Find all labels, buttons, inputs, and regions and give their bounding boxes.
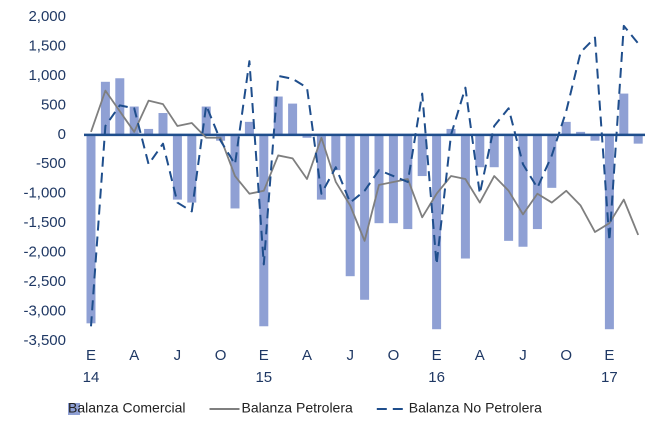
- legend-label: Balanza Comercial: [68, 400, 186, 416]
- y-tick-label: -1,500: [23, 214, 66, 231]
- bar: [100, 81, 110, 135]
- y-tick-label: -500: [36, 155, 66, 172]
- x-tick-label: O: [560, 347, 572, 364]
- y-tick-label: 1,500: [28, 37, 66, 54]
- y-tick-label: 0: [58, 126, 66, 143]
- bar: [590, 134, 600, 141]
- x-tick-label: J: [174, 347, 182, 364]
- bar: [633, 134, 643, 144]
- bar: [576, 131, 586, 135]
- y-tick-label: 2,000: [28, 8, 66, 25]
- legend-label: Balanza Petrolera: [242, 400, 354, 416]
- bar: [388, 134, 398, 224]
- x-tick-label: E: [259, 347, 269, 364]
- bar: [547, 134, 557, 188]
- bar: [259, 134, 269, 327]
- bar: [86, 134, 96, 324]
- bar: [144, 128, 154, 135]
- bar: [489, 134, 499, 168]
- bar: [432, 134, 442, 330]
- bar: [273, 96, 283, 135]
- y-tick-label: -2,500: [23, 273, 66, 290]
- legend-label: Balanza No Petrolera: [409, 400, 542, 416]
- y-tick-label: 1,000: [28, 67, 66, 84]
- bar: [187, 134, 197, 203]
- legend: Balanza Comercial Balanza Petrolera Balanz…: [68, 400, 542, 416]
- y-tick-label: -1,000: [23, 185, 66, 202]
- y-tick-label: -2,000: [23, 244, 66, 261]
- bar: [518, 134, 528, 247]
- x-tick-label: J: [346, 347, 354, 364]
- bar: [360, 134, 370, 300]
- x-tick-label: E: [432, 347, 442, 364]
- bar: [302, 134, 312, 138]
- bar: [129, 106, 139, 135]
- line-series: [90, 89, 640, 242]
- y-tick-label: 500: [41, 96, 66, 113]
- bar: [460, 134, 470, 259]
- bar: [244, 121, 254, 135]
- bar: [230, 134, 240, 209]
- x-year-label: 15: [255, 369, 272, 386]
- bar: [316, 134, 326, 200]
- bar: [475, 134, 485, 168]
- bar: [619, 93, 629, 135]
- bar: [288, 103, 298, 135]
- bar: [331, 134, 341, 171]
- y-tick-label: -3,500: [23, 332, 66, 349]
- bar: [504, 134, 514, 241]
- x-tick-label: E: [604, 347, 614, 364]
- x-tick-label: A: [129, 347, 139, 364]
- x-tick-label: O: [388, 347, 400, 364]
- bar: [561, 121, 571, 135]
- bar: [172, 134, 182, 200]
- x-year-label: 17: [601, 369, 618, 386]
- x-tick-label: A: [475, 347, 485, 364]
- bar: [417, 134, 427, 177]
- x-tick-label: E: [86, 347, 96, 364]
- x-tick-label: A: [302, 347, 312, 364]
- x-tick-label: J: [519, 347, 527, 364]
- x-year-label: 16: [428, 369, 445, 386]
- bar: [201, 106, 211, 135]
- x-year-label: 14: [83, 369, 100, 386]
- bar: [158, 113, 168, 135]
- y-tick-label: -3,000: [23, 303, 66, 320]
- line-series: [90, 24, 639, 327]
- bar: [374, 134, 384, 224]
- bar: [532, 134, 542, 230]
- legend-swatch: [68, 403, 80, 415]
- x-tick-label: O: [215, 347, 227, 364]
